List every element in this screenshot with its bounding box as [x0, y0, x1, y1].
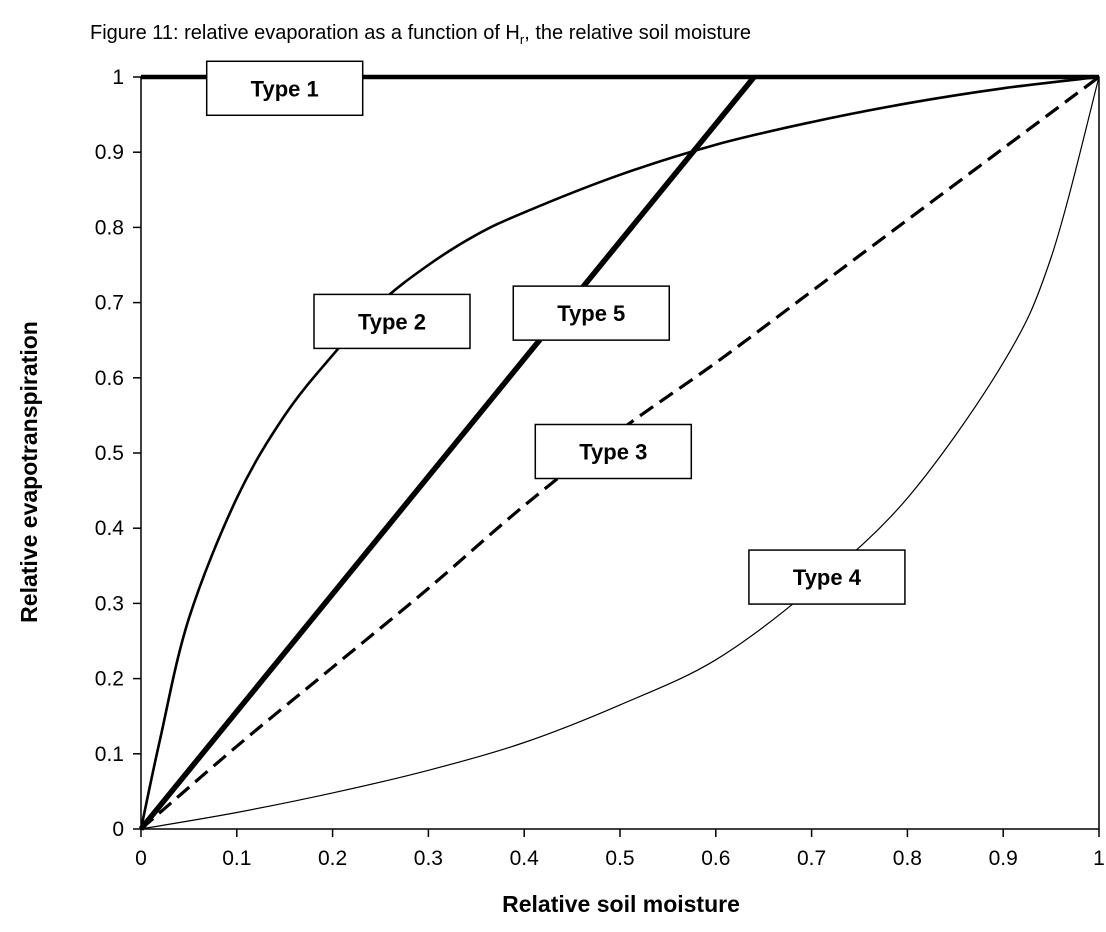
y-tick-label: 1 — [112, 66, 124, 89]
x-tick-label: 0.9 — [989, 847, 1018, 870]
label-box-type-2: Type 2 — [313, 293, 471, 350]
x-tick-label: 0.7 — [797, 847, 826, 870]
series-line-type-4 — [140, 76, 1100, 830]
label-box-frame — [512, 285, 671, 341]
x-tick-label: 0.8 — [893, 847, 922, 870]
x-tick-label: 0 — [135, 847, 147, 870]
label-box-frame — [534, 423, 693, 480]
y-tick-label: 0.3 — [95, 592, 124, 615]
x-tick-label: 1 — [1093, 847, 1105, 870]
label-box-frame — [748, 549, 906, 605]
series-label: Type 4 — [793, 565, 862, 590]
y-tick-label: 0.5 — [95, 442, 124, 465]
label-box-frame — [205, 60, 364, 117]
x-tick-label: 0.4 — [510, 847, 540, 870]
x-tick-label: 0.1 — [222, 847, 251, 870]
y-tick-label: 0.6 — [95, 367, 124, 390]
label-box-type-4: Type 4 — [748, 549, 906, 605]
x-tick-label: 0.2 — [318, 847, 347, 870]
series-label: Type 1 — [251, 76, 319, 101]
y-tick-label: 0.2 — [95, 668, 124, 691]
y-tick-label: 0.8 — [95, 216, 124, 239]
y-tick-label: 0.1 — [95, 743, 124, 766]
series-line-type-2 — [139, 75, 1100, 830]
figure-caption: Figure 11: relative evaporation as a fun… — [90, 22, 751, 47]
y-tick-label: 0.9 — [95, 141, 124, 164]
caption-prefix: Figure 11: relative evaporation as a fun… — [90, 22, 520, 44]
label-box-type-3: Type 3 — [534, 423, 693, 480]
x-axis-title: Relative soil moisture — [502, 891, 740, 917]
y-tick-label: 0 — [112, 818, 124, 841]
label-box-type-5: Type 5 — [512, 285, 671, 341]
caption-suffix: , the relative soil moisture — [524, 22, 751, 44]
series-label: Type 3 — [579, 439, 647, 464]
label-box-type-1: Type 1 — [205, 60, 364, 117]
x-tick-label: 0.6 — [701, 847, 730, 870]
tick-layer: 0 0.1 0.2 0.3 0.4 0.5 0.6 0.7 0.8 0.9 1 0 0.1 0.2 0.3 0… — [95, 66, 1105, 870]
series-label: Type 2 — [358, 309, 426, 334]
label-box-frame — [313, 293, 471, 350]
y-tick-label: 0.4 — [95, 517, 125, 540]
x-tick-label: 0.5 — [605, 847, 634, 870]
caption-subscript: r — [519, 32, 525, 47]
x-tick-label: 0.3 — [414, 847, 443, 870]
y-tick-label: 0.7 — [95, 292, 124, 315]
label-layer: Type 1 Type 2 Type 5 Type 3 Type 4 — [205, 60, 906, 605]
series-line-type-5 — [138, 75, 757, 831]
series-label: Type 5 — [557, 301, 625, 326]
y-axis-title: Relative evapotranspiration — [16, 321, 42, 623]
